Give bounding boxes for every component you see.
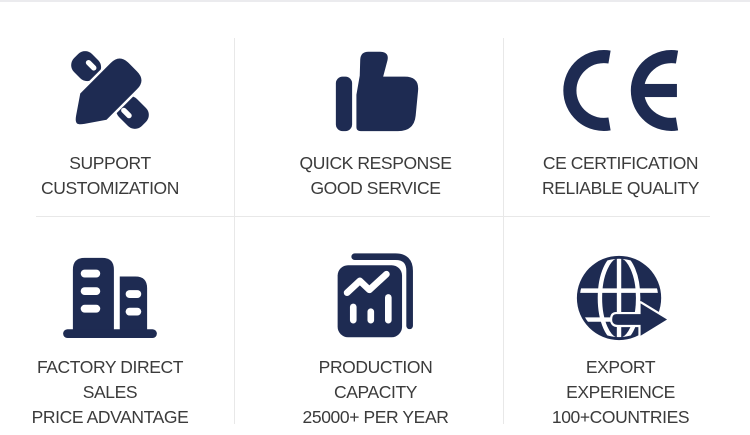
feature-icon-box [328, 44, 424, 136]
feature-caption-line: FACTORY DIRECT [36, 357, 184, 377]
feature-caption-line: CAPACITY [333, 382, 418, 402]
feature-icon-box [61, 249, 159, 344]
vertical-divider [503, 38, 504, 424]
ce-mark-icon [562, 49, 678, 131]
feature-caption: EXPORT EXPERIENCE 100+COUNTRIES [551, 355, 690, 430]
feature-card-export-experience: EXPORT EXPERIENCE 100+COUNTRIES [497, 216, 744, 435]
globe-export-icon [576, 255, 670, 340]
thumbs-up-icon [335, 51, 418, 132]
vertical-divider [234, 38, 235, 424]
feature-caption-line: PRODUCTION [318, 357, 433, 377]
feature-caption-line: SALES [82, 382, 138, 402]
horizontal-divider [36, 216, 710, 217]
feature-card-quick-response: QUICK RESPONSE GOOD SERVICE [241, 2, 510, 216]
feature-icon-box [562, 44, 679, 136]
feature-caption: SUPPORT CUSTOMIZATION [41, 151, 179, 201]
factory-buildings-icon [63, 257, 157, 338]
feature-icon-box [569, 249, 672, 344]
feature-caption: QUICK RESPONSE GOOD SERVICE [300, 151, 452, 201]
feature-card-ce-certification: CE CERTIFICATION RELIABLE QUALITY [497, 2, 744, 216]
feature-icon-box [61, 44, 159, 136]
feature-caption: FACTORY DIRECT SALES PRICE ADVANTAGE [32, 355, 189, 430]
feature-caption-line: CE CERTIFICATION [542, 153, 699, 173]
feature-caption-line: 100+COUNTRIES [551, 407, 690, 427]
feature-card-support-customization: SUPPORT CUSTOMIZATION [0, 2, 227, 216]
feature-caption: CE CERTIFICATION RELIABLE QUALITY [542, 151, 699, 201]
feature-caption-line: QUICK RESPONSE [299, 153, 452, 173]
feature-caption-line: EXPORT [585, 357, 656, 377]
production-chart-icon [337, 253, 413, 338]
feature-icon-box [331, 249, 421, 344]
feature-caption: PRODUCTION CAPACITY 25000+ PER YEAR [303, 355, 449, 430]
feature-card-factory-direct-sales: FACTORY DIRECT SALES PRICE ADVANTAGE [0, 216, 227, 435]
pen-screwdriver-icon [71, 51, 149, 129]
feature-card-production-capacity: PRODUCTION CAPACITY 25000+ PER YEAR [241, 216, 510, 435]
feature-caption-line: SUPPORT [69, 153, 151, 173]
feature-caption-line: PRICE ADVANTAGE [31, 407, 189, 427]
feature-caption-line: EXPERIENCE [566, 382, 675, 402]
feature-caption-line: RELIABLE QUALITY [542, 178, 699, 198]
feature-caption-line: CUSTOMIZATION [40, 178, 180, 198]
feature-caption-line: 25000+ PER YEAR [302, 407, 449, 427]
feature-caption-line: GOOD SERVICE [310, 178, 441, 198]
